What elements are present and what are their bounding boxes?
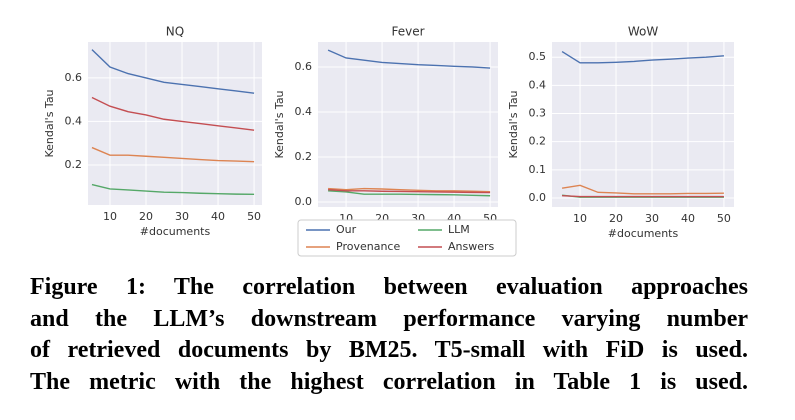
x-tick-label: 30 — [175, 210, 189, 223]
y-tick-label: 0.4 — [65, 114, 83, 127]
line-series — [328, 187, 491, 193]
line-series — [328, 188, 491, 194]
y-tick-label: 0.4 — [529, 78, 547, 91]
legend-box — [297, 219, 517, 257]
panel: NQ 0.2 0.4 0.6 10 20 30 40 50 #documents Kendal's … — [43, 25, 262, 238]
plot-area — [88, 42, 262, 205]
caption-line: and the LLM’s downstream performance var… — [30, 305, 748, 332]
y-tick-label: 0.2 — [65, 158, 83, 171]
y-tick-label: 0.3 — [529, 107, 547, 120]
legend: Our Provenance LLM Answers — [297, 219, 517, 257]
chart-title: NQ — [166, 25, 184, 39]
line-series — [561, 184, 724, 195]
line-series — [91, 146, 255, 163]
line-series — [328, 190, 491, 197]
chart-title: WoW — [628, 25, 659, 39]
legend-label: Provenance — [336, 240, 400, 253]
y-axis-label: Kendal's Tau — [273, 90, 286, 158]
x-tick-label: 50 — [717, 212, 731, 225]
y-axis-label: Kendal's Tau — [43, 89, 56, 157]
caption-line: of retrieved documents by BM25. T5-small… — [30, 337, 748, 363]
y-tick-label: 0.6 — [65, 71, 83, 84]
y-tick-label: 0.1 — [529, 163, 547, 176]
legend-label: Answers — [448, 240, 495, 253]
line-series — [327, 49, 491, 69]
line-series — [561, 50, 724, 64]
y-axis-label: Kendal's Tau — [507, 90, 520, 158]
x-tick-label: 30 — [645, 212, 659, 225]
plot-area — [552, 42, 734, 207]
x-tick-label: 20 — [609, 212, 623, 225]
caption: Figure 1: The correlation between evalua… — [30, 272, 748, 398]
line-series — [562, 195, 724, 198]
x-tick-label: 20 — [139, 210, 153, 223]
y-tick-label: 0.4 — [295, 105, 313, 118]
y-tick-label: 0.5 — [529, 50, 547, 63]
y-tick-label: 0.6 — [295, 60, 313, 73]
y-tick-label: 0.0 — [295, 195, 313, 208]
caption-line: The metric with the highest correlation … — [30, 368, 748, 395]
plot-area — [318, 42, 498, 207]
legend-label: LLM — [448, 223, 470, 236]
x-axis-label: #documents — [140, 225, 211, 238]
x-tick-label: 40 — [681, 212, 695, 225]
x-axis-label: #documents — [608, 227, 679, 240]
x-tick-label: 10 — [103, 210, 117, 223]
line-series — [91, 183, 255, 196]
x-tick-label: 40 — [211, 210, 225, 223]
chart-title: Fever — [391, 25, 424, 39]
y-tick-label: 0.0 — [529, 191, 547, 204]
line-series — [91, 96, 255, 131]
y-tick-label: 0.2 — [529, 135, 547, 148]
panel: WoW 0.0 0.1 0.2 0.3 0.4 0.5 10 20 30 40 50 #document… — [507, 25, 734, 240]
figure: NQ 0.2 0.4 0.6 10 20 30 40 50 #documents Kendal's … — [43, 25, 734, 257]
y-tick-label: 0.2 — [295, 150, 313, 163]
legend-label: Our — [336, 223, 357, 236]
caption-line: Figure 1: The correlation between evalua… — [30, 274, 748, 300]
x-tick-label: 50 — [247, 210, 261, 223]
x-tick-label: 10 — [573, 212, 587, 225]
line-series — [91, 49, 255, 94]
